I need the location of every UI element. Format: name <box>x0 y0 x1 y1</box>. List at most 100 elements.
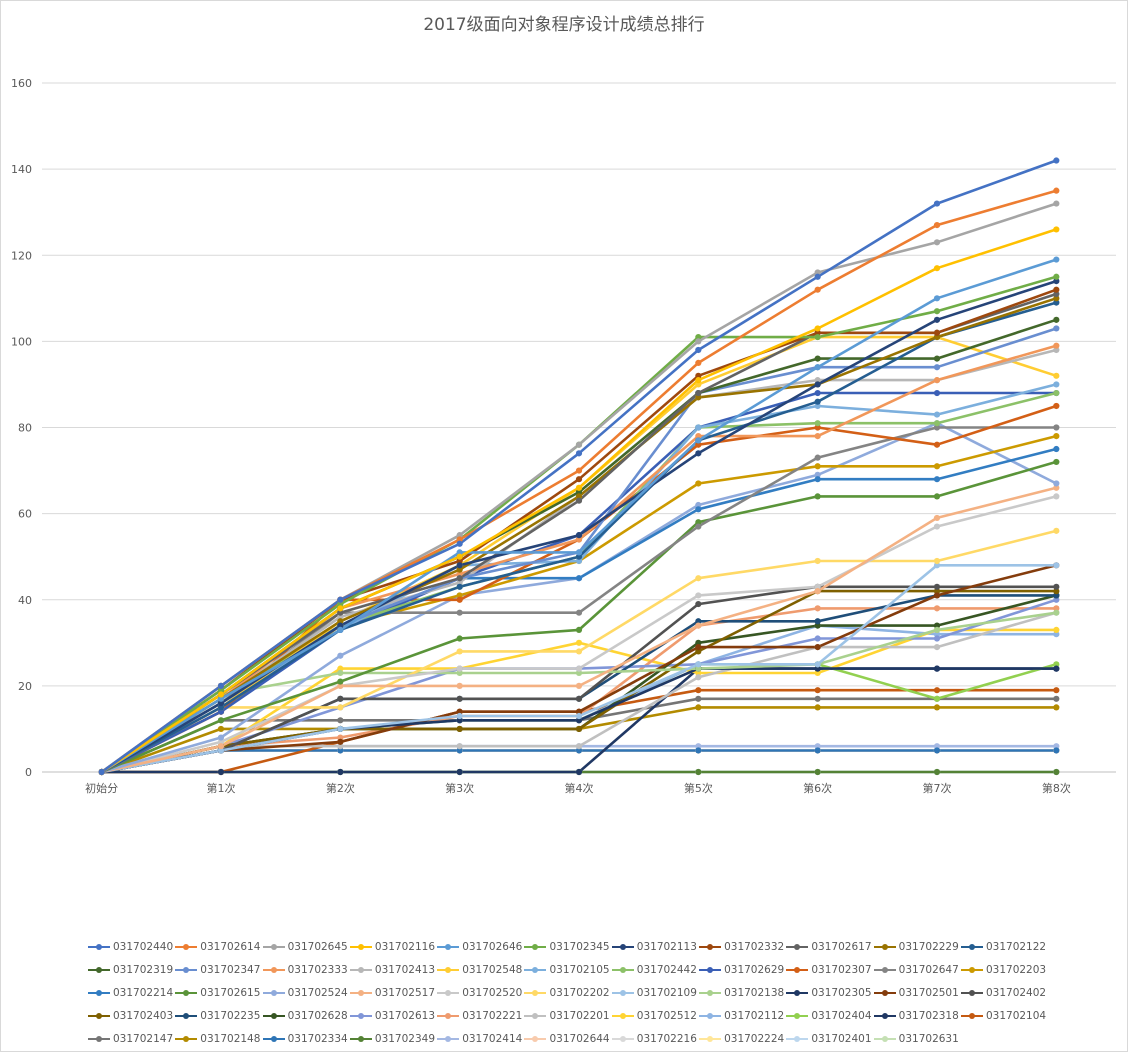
data-point-031702615 <box>933 493 941 500</box>
legend-marker-icon <box>262 1034 285 1044</box>
data-point-031702333 <box>695 433 702 440</box>
data-point-031702512 <box>814 669 821 677</box>
data-point-031702517 <box>933 514 941 522</box>
legend-marker-icon <box>175 988 198 998</box>
data-point-031702319 <box>933 355 941 362</box>
legend-item: 031702113 <box>611 940 699 953</box>
legend-marker-icon <box>699 988 722 998</box>
data-point-031702512 <box>1053 626 1060 633</box>
legend-label: 031702332 <box>724 940 785 953</box>
data-point-031702512 <box>337 665 344 672</box>
legend-item: 031702501 <box>873 986 961 999</box>
data-point-031702122 <box>814 398 821 405</box>
legend-marker-icon <box>524 1034 547 1044</box>
legend-label: 031702401 <box>811 1032 872 1045</box>
data-point-031702517 <box>337 682 344 689</box>
data-point-031702116 <box>337 605 344 612</box>
data-point-031702113 <box>456 562 463 569</box>
data-point-031702442 <box>814 420 821 427</box>
data-point-031702646 <box>575 549 583 556</box>
data-point-031702148 <box>695 704 702 711</box>
y-tick-label: 140 <box>11 163 32 176</box>
data-point-031702440 <box>456 540 463 547</box>
legend-marker-icon <box>960 942 983 952</box>
data-point-031702548 <box>695 381 702 388</box>
data-point-031702113 <box>933 316 941 323</box>
data-point-031702116 <box>1053 226 1060 233</box>
data-point-031702148 <box>814 704 821 711</box>
legend-marker-icon <box>262 965 285 975</box>
legend-item: 031702224 <box>699 1033 786 1045</box>
data-point-031702203 <box>933 463 941 470</box>
data-point-031702105 <box>814 402 821 410</box>
data-point-031702334 <box>1053 747 1060 754</box>
y-tick-label: 40 <box>18 594 32 607</box>
data-point-031702414 <box>695 743 702 750</box>
data-point-031702645 <box>814 269 821 276</box>
legend-label: 031702548 <box>462 963 523 976</box>
legend-item: 031702318 <box>873 1010 961 1022</box>
data-point-031702334 <box>695 747 702 754</box>
x-tick-label: 第6次 <box>803 781 832 795</box>
data-point-031702109 <box>933 562 941 569</box>
legend-label: 031702629 <box>724 963 785 976</box>
legend-item: 031702214 <box>88 987 175 999</box>
legend-label: 031702319 <box>113 963 174 976</box>
data-point-031702332 <box>814 329 821 336</box>
legend-label: 031702501 <box>898 986 959 999</box>
data-point-031702402 <box>695 600 702 608</box>
data-point-031702615 <box>1053 458 1060 466</box>
data-point-031702138 <box>337 669 344 677</box>
data-point-031702614 <box>575 467 583 474</box>
data-point-031702202 <box>814 557 821 565</box>
series-line-031702615 <box>100 460 1058 774</box>
legend-label: 031702631 <box>898 1032 959 1045</box>
data-point-031702404 <box>933 695 941 702</box>
legend-marker-icon <box>88 965 110 975</box>
chart-title: 2017级面向对象程序设计成绩总排行 <box>423 15 705 35</box>
data-point-031702116 <box>695 377 702 384</box>
data-point-031702524 <box>1053 480 1060 487</box>
data-point-031702307 <box>814 424 821 431</box>
legend-marker-icon <box>88 988 110 998</box>
legend-item: 031702403 <box>88 1010 175 1022</box>
legend-item: 031702122 <box>960 941 1048 953</box>
data-point-031702524 <box>217 734 225 741</box>
data-point-031702105 <box>695 424 702 431</box>
data-point-031702347 <box>933 364 941 371</box>
data-point-031702349 <box>933 768 941 776</box>
x-tick-label: 第5次 <box>684 781 713 795</box>
data-point-031702334 <box>933 747 941 754</box>
legend-marker-icon <box>349 1011 372 1021</box>
data-point-031702440 <box>1053 157 1060 164</box>
legend-marker-icon <box>611 1034 634 1044</box>
data-point-031702440 <box>337 596 344 603</box>
data-point-031702440 <box>217 682 225 689</box>
data-point-031702116 <box>456 553 463 560</box>
data-point-031702147 <box>695 695 702 702</box>
data-point-031702319 <box>575 488 583 496</box>
legend-label: 031702404 <box>811 1009 872 1022</box>
legend-item: 031702629 <box>699 964 786 976</box>
data-point-031702122 <box>456 583 463 590</box>
data-point-031702646 <box>814 364 821 371</box>
data-point-031702501 <box>456 708 463 715</box>
legend-marker-icon <box>175 942 198 952</box>
data-point-031702645 <box>933 239 941 246</box>
data-point-031702647 <box>1053 424 1060 431</box>
data-point-031702628 <box>695 639 702 646</box>
data-point-031702318 <box>456 768 463 776</box>
data-point-031702201 <box>933 644 941 651</box>
data-point-031702614 <box>695 359 702 367</box>
data-point-031702440 <box>933 200 941 207</box>
data-point-031702404 <box>1053 661 1060 668</box>
data-point-031702614 <box>456 536 463 543</box>
legend-item: 031702349 <box>349 1033 437 1045</box>
data-point-031702214 <box>933 476 941 483</box>
legend-item: 031702138 <box>699 987 786 999</box>
legend-label: 031702113 <box>636 940 697 953</box>
data-point-031702615 <box>217 717 225 724</box>
legend-label: 031702644 <box>549 1032 610 1045</box>
legend-label: 031702442 <box>636 963 697 976</box>
legend-item: 031702319 <box>88 964 175 976</box>
